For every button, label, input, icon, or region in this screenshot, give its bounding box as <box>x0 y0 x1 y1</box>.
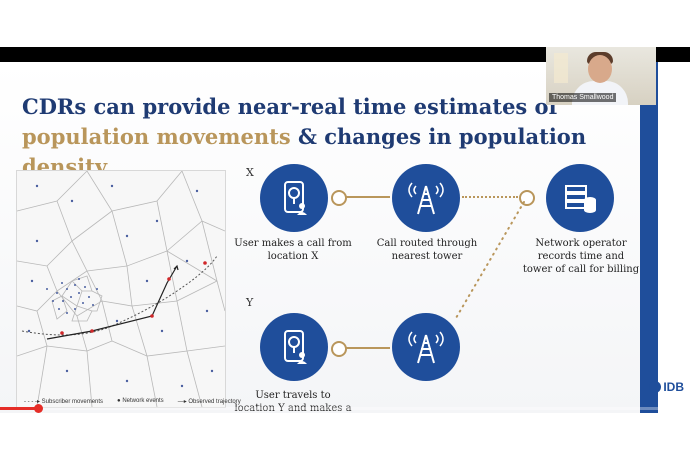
title-part1: CDRs can provide near-real time estimate… <box>22 94 558 119</box>
connector-node-3 <box>331 341 347 357</box>
dotted-connector <box>462 196 518 198</box>
title-gold-1: population movements <box>22 124 291 149</box>
caption-operator-records: Network operator records time and tower … <box>522 238 640 275</box>
server-database-icon <box>546 164 614 232</box>
cell-tower-icon-2 <box>392 313 460 381</box>
legend-observed-trajectory: —▸ Observed trajectory <box>177 399 241 405</box>
bottom-letterbox <box>0 413 690 460</box>
connector-node <box>331 190 347 206</box>
connector-line-2 <box>346 347 390 349</box>
idb-logo-mark-icon <box>649 381 662 393</box>
location-x-label: X <box>246 166 254 179</box>
title-part2: & changes in population <box>290 124 587 149</box>
slide-right-margin <box>658 62 690 413</box>
slide-accent-bar <box>640 62 658 413</box>
idb-logo-text: IDB <box>663 380 684 394</box>
video-progress-scrubber[interactable] <box>33 404 43 413</box>
phone-location-icon-2 <box>260 313 328 381</box>
location-y-label: Y <box>246 296 254 309</box>
caption-routed-tower: Call routed through nearest tower <box>376 238 478 262</box>
cell-tower-icon <box>392 164 460 232</box>
top-letterbox <box>0 0 690 47</box>
legend-network-events: ● Network events <box>117 398 164 404</box>
slide-title: CDRs can provide near-real time estimate… <box>22 92 622 182</box>
voronoi-diagram <box>16 170 226 408</box>
connector-line <box>346 196 390 198</box>
video-progress-track[interactable] <box>0 407 690 410</box>
speaker-name-tag: Thomas Smallwood <box>549 93 617 102</box>
video-progress-fill <box>0 407 38 410</box>
webcam-background-lamp <box>554 53 568 83</box>
phone-location-icon <box>260 164 328 232</box>
diagonal-dotted-connector <box>455 201 525 319</box>
speaker-webcam: Thomas Smallwood <box>546 47 656 105</box>
webcam-speaker-face <box>588 55 612 83</box>
voronoi-map <box>16 170 226 408</box>
caption-call-from-x: User makes a call from location X <box>234 238 352 262</box>
map-legend: - - - -▸ Subscriber movements ● Network … <box>24 398 241 405</box>
legend-subscriber-movements: - - - -▸ Subscriber movements <box>24 399 104 405</box>
idb-logo: IDB <box>649 380 684 394</box>
